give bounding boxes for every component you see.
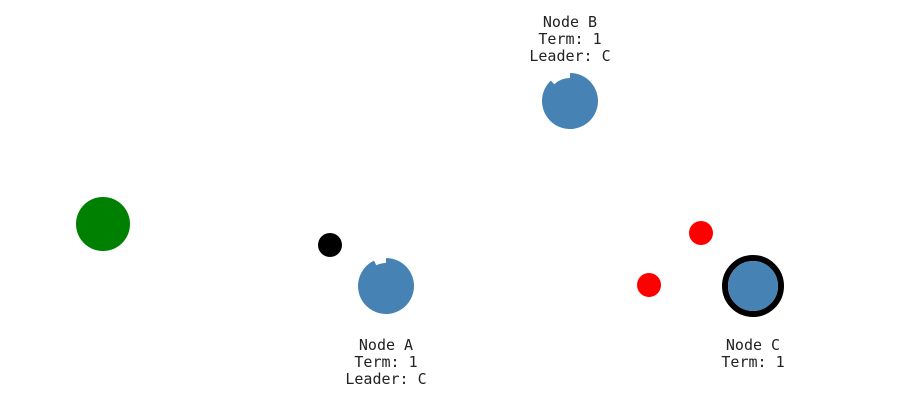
node-b-term: Term: 1 <box>538 30 601 48</box>
node-c-term: Term: 1 <box>721 353 784 371</box>
message-request-c-to-a <box>637 273 661 297</box>
leader-ring <box>722 255 784 317</box>
node-a-circle[interactable] <box>358 258 415 315</box>
node-a-name: Node A <box>359 336 413 354</box>
message-request-c-to-b <box>689 221 713 245</box>
node-b[interactable]: Node B Term: 1 Leader: C <box>529 13 611 129</box>
message-response-a-to-c <box>318 233 342 257</box>
node-c-name: Node C <box>726 336 780 354</box>
node-b-name: Node B <box>543 13 597 31</box>
node-b-leader: Leader: C <box>529 47 610 65</box>
node-a[interactable]: Node A Term: 1 Leader: C <box>345 258 427 388</box>
node-b-circle[interactable] <box>542 73 599 129</box>
client-node[interactable] <box>76 197 130 251</box>
node-c-circle[interactable] <box>728 261 778 311</box>
node-c[interactable]: Node C Term: 1 <box>721 255 785 371</box>
node-a-leader: Leader: C <box>345 370 426 388</box>
node-a-term: Term: 1 <box>354 353 417 371</box>
